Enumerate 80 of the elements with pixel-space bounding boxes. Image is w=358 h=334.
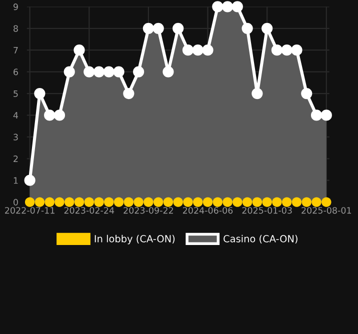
point	[162, 66, 174, 78]
legend-label: Casino (CA-ON)	[224, 234, 298, 244]
point	[84, 66, 95, 78]
point	[134, 197, 144, 207]
point	[64, 197, 74, 207]
x-tick-label: 2023-09-22	[124, 207, 173, 214]
point	[124, 197, 134, 207]
point	[64, 66, 75, 78]
point	[242, 197, 252, 207]
point	[202, 197, 213, 207]
point	[142, 22, 154, 34]
point	[242, 22, 253, 34]
x-tick-label: 2025-08-01	[302, 207, 352, 214]
y-tick-label: 5	[14, 90, 18, 97]
point	[301, 88, 312, 100]
point	[182, 44, 194, 56]
point	[291, 44, 302, 56]
point	[302, 197, 312, 207]
y-tick-label: 4	[13, 112, 18, 119]
point	[113, 66, 124, 78]
point	[310, 110, 322, 121]
point	[232, 1, 243, 12]
y-tick-label: 1	[14, 177, 18, 184]
y-tick-label: 9	[14, 4, 18, 10]
y-tick-label: 6	[14, 68, 18, 76]
y-tick-label: 0	[14, 198, 18, 206]
point	[262, 197, 272, 207]
point	[54, 197, 64, 207]
point	[94, 197, 104, 207]
point	[103, 66, 114, 78]
point	[183, 197, 193, 207]
x-tick-label: 2022-07-11	[5, 207, 54, 214]
point	[84, 197, 94, 207]
point	[104, 197, 114, 207]
point	[222, 1, 234, 12]
point	[34, 88, 46, 100]
point	[212, 1, 224, 12]
point	[172, 22, 184, 34]
point	[34, 197, 45, 207]
x-tick-label: 2023-02-24	[64, 207, 114, 214]
point	[322, 197, 332, 207]
point	[202, 44, 214, 56]
point	[320, 110, 332, 121]
point	[232, 197, 242, 207]
x-tick-label: 2025-01-03	[242, 207, 292, 214]
y-tick-label: 7	[14, 47, 18, 54]
y-tick-label: 8	[14, 25, 18, 32]
point	[24, 174, 36, 186]
point	[252, 197, 262, 207]
point	[312, 197, 322, 207]
point	[153, 197, 164, 207]
point	[44, 197, 54, 207]
point	[93, 66, 105, 78]
point	[114, 197, 124, 207]
point	[152, 22, 164, 34]
point	[252, 88, 263, 100]
point	[193, 197, 203, 207]
point	[144, 197, 154, 207]
point	[281, 44, 292, 56]
point	[292, 197, 302, 207]
point	[282, 197, 292, 207]
point	[123, 88, 134, 100]
legend-label: In lobby (CA-ON)	[94, 234, 175, 244]
point	[173, 197, 183, 207]
point	[44, 110, 56, 121]
y-tick-label: 2	[14, 155, 18, 162]
point	[271, 44, 283, 56]
point	[192, 44, 204, 56]
point	[24, 197, 35, 207]
x-tick-label: 2024-06-06	[182, 207, 233, 214]
point	[54, 110, 66, 121]
point	[212, 197, 223, 207]
point	[163, 197, 174, 207]
y-tick-label: 3	[14, 134, 18, 140]
point	[74, 44, 85, 56]
point	[262, 22, 273, 34]
point	[133, 66, 144, 78]
point	[74, 197, 84, 207]
point	[222, 197, 232, 207]
point	[272, 197, 282, 207]
